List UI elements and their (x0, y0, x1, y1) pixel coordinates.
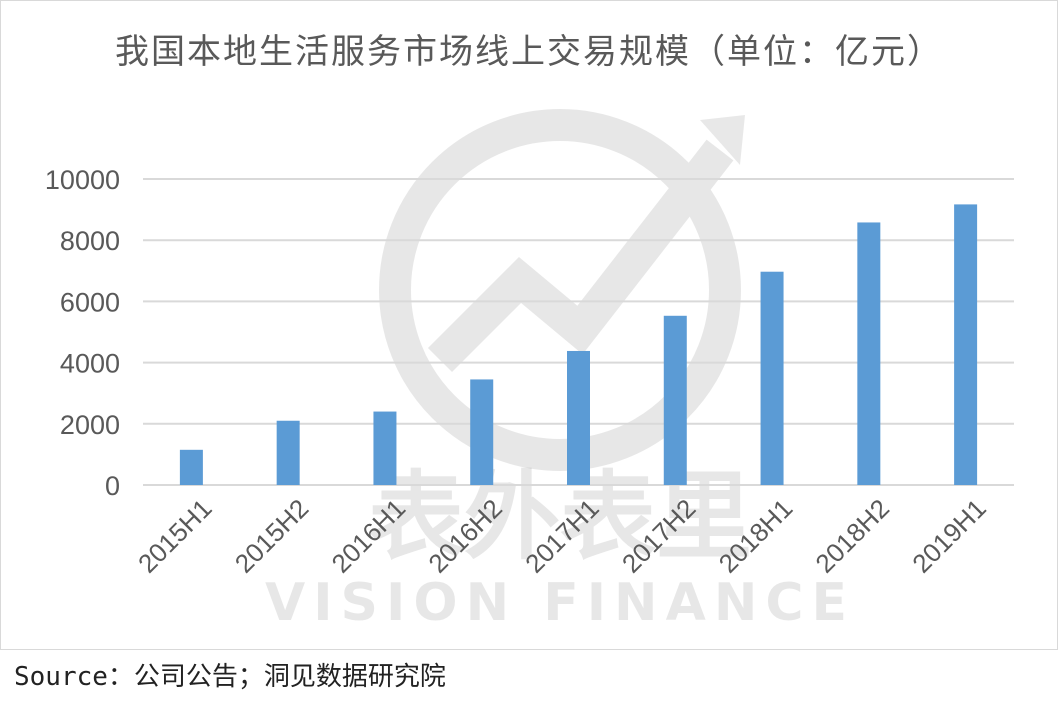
bar-2016H1 (373, 411, 397, 485)
bar-2015H2 (276, 420, 300, 485)
x-tick-label: 2016H1 (326, 493, 412, 579)
bar-2016H2 (470, 379, 494, 485)
y-tick-label: 8000 (60, 226, 120, 256)
x-tick-label: 2015H1 (132, 493, 218, 579)
bar-2018H1 (760, 271, 784, 485)
y-tick-label: 4000 (60, 349, 120, 379)
bar-layer (179, 204, 978, 485)
source-note: Source：公司公告；洞见数据研究院 (14, 662, 446, 692)
chart-frame (0, 0, 1058, 650)
y-tick-labels: 0 2000 4000 6000 8000 10000 (45, 165, 120, 501)
bar-2015H1 (179, 449, 203, 485)
bar-2017H1 (567, 350, 590, 485)
bar-2018H2 (857, 222, 881, 485)
x-tick-labels: 2015H1 2015H2 2016H1 2016H2 2017H1 2017H2 2018… (132, 493, 992, 579)
x-tick-label: 2018H2 (809, 493, 895, 579)
x-tick-label: 2015H2 (229, 493, 315, 579)
x-tick-label: 2018H1 (713, 493, 799, 579)
x-tick-label: 2017H2 (616, 493, 702, 579)
chart-title: 我国本地生活服务市场线上交易规模（单位：亿元） (115, 32, 943, 72)
x-tick-label: 2019H1 (906, 493, 992, 579)
y-tick-label: 2000 (60, 410, 120, 440)
y-tick-label: 0 (105, 471, 120, 501)
y-tick-label: 10000 (45, 165, 120, 195)
bar-2017H2 (663, 315, 687, 485)
bar-2019H1 (954, 204, 978, 485)
x-tick-label: 2017H1 (519, 493, 605, 579)
x-tick-label: 2016H2 (422, 493, 508, 579)
y-tick-label: 6000 (60, 287, 120, 317)
